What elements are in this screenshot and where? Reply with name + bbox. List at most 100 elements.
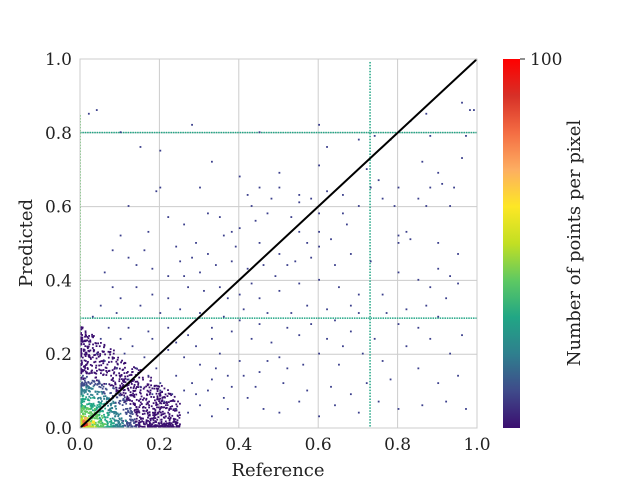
density-pixel (147, 414, 150, 417)
density-band-pixel (369, 336, 371, 338)
density-pixel (90, 403, 93, 406)
density-pixel (80, 336, 82, 339)
density-pixel (118, 378, 121, 381)
density-band-pixel (369, 76, 371, 79)
density-pixel (146, 412, 149, 415)
density-pixel (145, 403, 148, 406)
density-pixel (134, 389, 137, 392)
density-pixel (112, 385, 115, 387)
density-pixel (145, 422, 148, 425)
density-band-pixel (125, 317, 127, 319)
density-pixel (153, 407, 156, 410)
density-pixel (138, 423, 141, 426)
density-pixel (175, 426, 178, 428)
density-pixel (88, 335, 91, 337)
density-band-pixel (168, 317, 170, 319)
density-pixel (142, 378, 144, 381)
density-pixel (148, 406, 151, 409)
density-pixel (141, 425, 144, 428)
scatter-point (330, 385, 332, 388)
density-pixel (102, 351, 105, 353)
density-pixel (87, 337, 90, 340)
x-tick-label: 0.8 (384, 435, 411, 455)
density-pixel (149, 389, 152, 392)
density-pixel (85, 386, 88, 389)
density-pixel (88, 340, 90, 343)
scatter-point (250, 337, 253, 340)
density-band-pixel (451, 317, 454, 319)
density-band-pixel (118, 131, 120, 134)
density-pixel (115, 426, 117, 428)
density-pixel (139, 404, 142, 407)
density-band-pixel (251, 131, 254, 134)
density-pixel (80, 354, 83, 357)
density-pixel (93, 422, 96, 425)
density-pixel (133, 409, 136, 412)
density-pixel (139, 391, 141, 394)
density-band-pixel (99, 317, 101, 319)
scatter-point (207, 253, 209, 255)
density-pixel (137, 410, 140, 413)
density-pixel (156, 425, 159, 427)
density-pixel (92, 402, 95, 405)
density-pixel (160, 402, 163, 405)
density-pixel (81, 390, 83, 392)
density-pixel (81, 401, 84, 404)
density-band-pixel (165, 131, 168, 134)
density-pixel (133, 366, 135, 369)
scatter-point (298, 400, 301, 403)
density-pixel (175, 409, 178, 412)
density-band-pixel (369, 162, 371, 164)
density-band-pixel (103, 131, 106, 134)
scatter-point (155, 367, 158, 370)
density-pixel (105, 426, 108, 428)
density-pixel (171, 414, 174, 417)
density-pixel (100, 420, 103, 423)
density-pixel (112, 380, 115, 382)
density-band-pixel (180, 317, 182, 319)
density-pixel (166, 425, 169, 427)
density-pixel (96, 414, 99, 416)
density-pixel (83, 407, 86, 410)
density-band-pixel (351, 317, 354, 319)
density-band-pixel (203, 317, 206, 319)
density-band-pixel (132, 317, 134, 319)
density-pixel (127, 410, 129, 412)
density-band-pixel (369, 306, 371, 309)
density-band-pixel (369, 339, 371, 341)
density-band-pixel (369, 177, 371, 179)
density-band-pixel (296, 131, 299, 134)
density-pixel (83, 390, 85, 392)
density-pixel (162, 396, 164, 399)
density-band-pixel (369, 422, 371, 424)
density-pixel (155, 384, 158, 387)
density-pixel (110, 379, 113, 381)
density-pixel (176, 419, 179, 422)
density-pixel (109, 417, 112, 420)
density-pixel (143, 386, 146, 389)
density-band-pixel (110, 131, 113, 134)
density-band-pixel (158, 317, 161, 319)
scatter-point (302, 363, 305, 366)
density-band-pixel (369, 150, 371, 153)
density-pixel (156, 418, 159, 421)
density-pixel (161, 423, 164, 426)
density-pixel (95, 413, 98, 416)
density-band-pixel (368, 131, 370, 134)
density-band-pixel (344, 131, 346, 134)
density-pixel (100, 402, 103, 405)
density-pixel (88, 354, 90, 356)
scatter-point (453, 186, 455, 189)
scatter-point (334, 404, 336, 407)
scatter-point (326, 308, 328, 311)
density-pixel (80, 392, 82, 395)
density-pixel (80, 423, 83, 425)
density-pixel (176, 426, 179, 428)
density-band-pixel (369, 330, 371, 333)
density-pixel (168, 419, 171, 422)
density-pixel (167, 401, 170, 404)
density-band-pixel (446, 317, 449, 319)
density-band-pixel (387, 317, 389, 319)
density-band-pixel (473, 317, 475, 319)
density-pixel (142, 405, 145, 408)
